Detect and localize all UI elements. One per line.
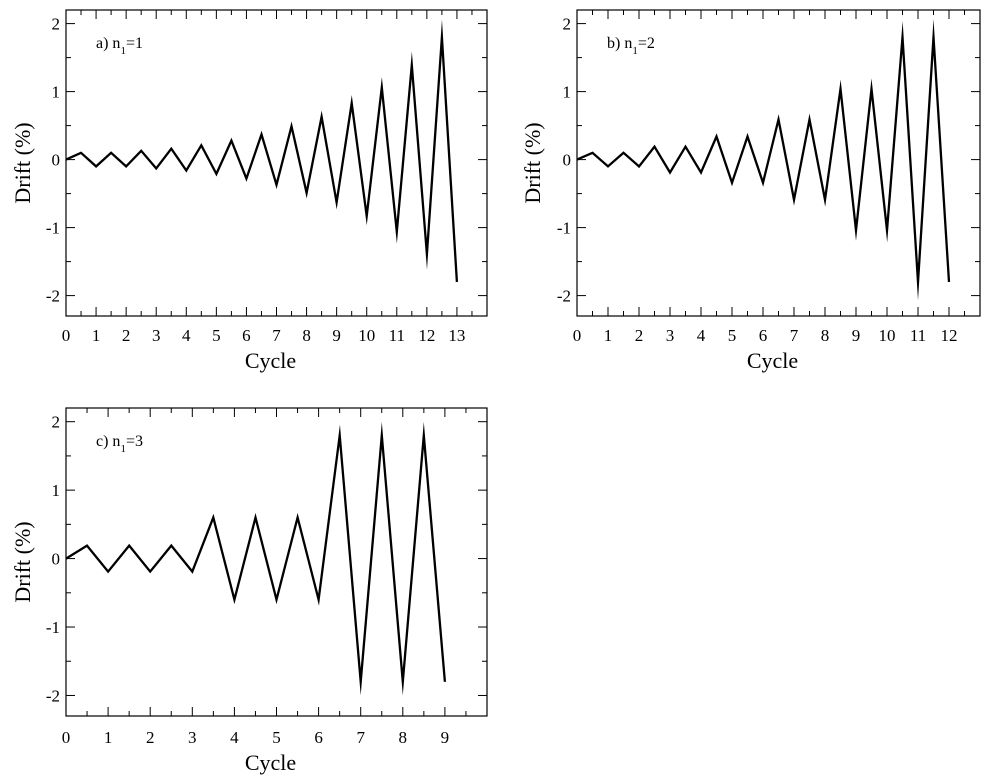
y-axis-title: Drift (%) <box>520 122 545 203</box>
x-tick-label: 9 <box>441 728 450 747</box>
x-tick-label: 10 <box>879 326 896 345</box>
y-axis-title: Drift (%) <box>10 521 35 602</box>
x-tick-label: 0 <box>62 728 71 747</box>
y-tick-label: 1 <box>52 481 61 500</box>
panel-label: c) n1=3 <box>96 433 143 455</box>
y-tick-label: 0 <box>52 550 61 569</box>
y-tick-label: 1 <box>563 83 572 102</box>
x-tick-label: 6 <box>759 326 768 345</box>
y-tick-label: -1 <box>557 219 571 238</box>
x-tick-label: 4 <box>697 326 706 345</box>
y-tick-label: -1 <box>46 219 60 238</box>
x-tick-label: 2 <box>122 326 131 345</box>
y-axis-title: Drift (%) <box>10 122 35 203</box>
x-tick-label: 0 <box>62 326 71 345</box>
x-tick-label: 1 <box>604 326 613 345</box>
x-tick-label: 9 <box>852 326 861 345</box>
x-tick-label: 8 <box>821 326 830 345</box>
x-tick-label: 11 <box>389 326 405 345</box>
drift-series-line <box>577 37 949 282</box>
x-tick-label: 6 <box>242 326 251 345</box>
x-tick-label: 3 <box>152 326 161 345</box>
x-tick-label: 7 <box>272 326 281 345</box>
chart-panel-2: 0 1 2 3 4 5 6 7 8 9 -2 -1 0 1 2 Cycle Drift (%) c) n1=3 <box>10 408 487 775</box>
panel-label: b) n1=2 <box>607 35 655 57</box>
x-tick-label: 2 <box>635 326 644 345</box>
x-tick-label: 11 <box>910 326 926 345</box>
x-tick-label: 9 <box>332 326 341 345</box>
y-tick-label: -2 <box>46 686 60 705</box>
y-tick-label: 2 <box>52 413 61 432</box>
x-tick-label: 7 <box>790 326 799 345</box>
y-tick-label: 1 <box>52 83 61 102</box>
x-tick-label: 6 <box>314 728 323 747</box>
x-tick-label: 7 <box>356 728 365 747</box>
x-tick-label: 1 <box>92 326 101 345</box>
drift-series-line <box>66 37 457 282</box>
plot-frame <box>66 408 487 716</box>
x-tick-label: 3 <box>666 326 675 345</box>
x-tick-label: 13 <box>448 326 465 345</box>
y-tick-label: 2 <box>52 15 61 34</box>
y-tick-label: 2 <box>563 15 572 34</box>
x-tick-label: 3 <box>188 728 197 747</box>
x-tick-label: 1 <box>104 728 113 747</box>
x-tick-label: 5 <box>212 326 221 345</box>
x-tick-label: 2 <box>146 728 155 747</box>
y-tick-label: -2 <box>46 287 60 306</box>
drift-series-line <box>66 435 445 681</box>
x-tick-label: 10 <box>358 326 375 345</box>
y-tick-label: -1 <box>46 618 60 637</box>
x-axis-title: Cycle <box>245 348 296 373</box>
panel-label: a) n1=1 <box>96 35 143 57</box>
y-tick-label: 0 <box>563 151 572 170</box>
y-tick-label: -2 <box>557 287 571 306</box>
x-tick-label: 12 <box>941 326 958 345</box>
x-tick-label: 4 <box>230 728 239 747</box>
x-tick-label: 5 <box>728 326 737 345</box>
x-axis-title: Cycle <box>747 348 798 373</box>
x-tick-label: 12 <box>418 326 435 345</box>
x-tick-label: 4 <box>182 326 191 345</box>
x-tick-label: 8 <box>302 326 311 345</box>
x-tick-label: 8 <box>399 728 408 747</box>
x-tick-label: 5 <box>272 728 281 747</box>
y-tick-label: 0 <box>52 151 61 170</box>
x-axis-title: Cycle <box>245 750 296 775</box>
x-tick-label: 0 <box>573 326 582 345</box>
